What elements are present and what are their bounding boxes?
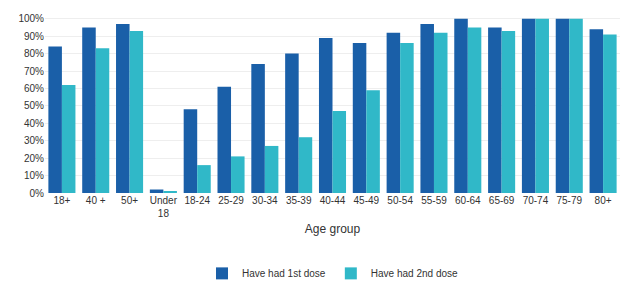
svg-text:70%: 70% <box>24 66 44 77</box>
svg-text:18-24: 18-24 <box>184 195 210 206</box>
svg-text:80+: 80+ <box>595 195 612 206</box>
svg-text:50+: 50+ <box>121 195 138 206</box>
svg-text:20%: 20% <box>24 153 44 164</box>
svg-text:Have had 1st dose: Have had 1st dose <box>242 268 326 279</box>
svg-text:40 +: 40 + <box>86 195 106 206</box>
svg-text:80%: 80% <box>24 48 44 59</box>
svg-text:Under18: Under18 <box>150 195 178 219</box>
svg-text:70-74: 70-74 <box>523 195 549 206</box>
svg-text:10%: 10% <box>24 170 44 181</box>
svg-text:50%: 50% <box>24 100 44 111</box>
svg-text:65-69: 65-69 <box>489 195 515 206</box>
svg-text:100%: 100% <box>18 13 44 24</box>
svg-text:40-44: 40-44 <box>320 195 346 206</box>
svg-text:60%: 60% <box>24 83 44 94</box>
svg-text:30%: 30% <box>24 135 44 146</box>
svg-text:18+: 18+ <box>53 195 70 206</box>
svg-text:0%: 0% <box>30 188 45 199</box>
svg-text:55-59: 55-59 <box>421 195 447 206</box>
svg-text:35-39: 35-39 <box>286 195 312 206</box>
svg-text:25-29: 25-29 <box>218 195 244 206</box>
svg-text:45-49: 45-49 <box>354 195 380 206</box>
svg-text:90%: 90% <box>24 31 44 42</box>
svg-text:Have had 2nd dose: Have had 2nd dose <box>371 268 458 279</box>
svg-text:75-79: 75-79 <box>556 195 582 206</box>
svg-text:60-64: 60-64 <box>455 195 481 206</box>
svg-text:40%: 40% <box>24 118 44 129</box>
svg-text:50-54: 50-54 <box>387 195 413 206</box>
svg-text:30-34: 30-34 <box>252 195 278 206</box>
svg-text:Age group: Age group <box>305 222 361 236</box>
